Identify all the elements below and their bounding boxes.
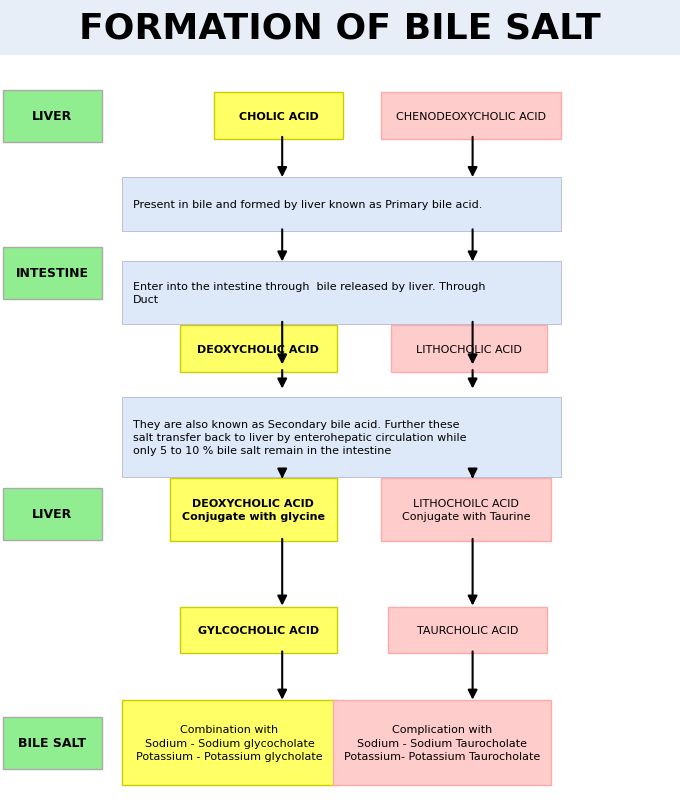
Text: LIVER: LIVER bbox=[32, 507, 73, 520]
Text: LIVER: LIVER bbox=[32, 110, 73, 123]
FancyBboxPatch shape bbox=[3, 91, 102, 143]
Text: BILE SALT: BILE SALT bbox=[18, 736, 86, 749]
Text: CHOLIC ACID: CHOLIC ACID bbox=[239, 112, 319, 121]
Text: FORMATION OF BILE SALT: FORMATION OF BILE SALT bbox=[79, 11, 601, 45]
FancyBboxPatch shape bbox=[170, 479, 337, 541]
FancyBboxPatch shape bbox=[122, 262, 561, 324]
FancyBboxPatch shape bbox=[180, 326, 337, 373]
FancyBboxPatch shape bbox=[391, 326, 547, 373]
Text: DEOXYCHOLIC ACID: DEOXYCHOLIC ACID bbox=[197, 344, 320, 354]
FancyBboxPatch shape bbox=[381, 479, 551, 541]
Text: LITHOCHOILC ACID
Conjugate with Taurine: LITHOCHOILC ACID Conjugate with Taurine bbox=[402, 499, 530, 521]
Text: Enter into the intestine through  bile released by liver. Through
Duct: Enter into the intestine through bile re… bbox=[133, 282, 485, 304]
Text: GYLCOCHOLIC ACID: GYLCOCHOLIC ACID bbox=[198, 626, 319, 635]
FancyBboxPatch shape bbox=[122, 177, 561, 232]
FancyBboxPatch shape bbox=[122, 700, 337, 785]
FancyBboxPatch shape bbox=[3, 488, 102, 540]
Text: LITHOCHOLIC ACID: LITHOCHOLIC ACID bbox=[416, 344, 522, 354]
Text: Present in bile and formed by liver known as Primary bile acid.: Present in bile and formed by liver know… bbox=[133, 200, 482, 210]
Text: CHENODEOXYCHOLIC ACID: CHENODEOXYCHOLIC ACID bbox=[396, 112, 546, 121]
FancyBboxPatch shape bbox=[3, 717, 102, 769]
Text: Combination with
Sodium - Sodium glycocholate
Potassium - Potassium glycholate: Combination with Sodium - Sodium glycoch… bbox=[136, 724, 323, 761]
Text: They are also known as Secondary bile acid. Further these
salt transfer back to : They are also known as Secondary bile ac… bbox=[133, 419, 466, 456]
Text: INTESTINE: INTESTINE bbox=[16, 267, 89, 279]
FancyBboxPatch shape bbox=[180, 607, 337, 654]
FancyBboxPatch shape bbox=[214, 93, 343, 140]
FancyBboxPatch shape bbox=[3, 247, 102, 300]
FancyBboxPatch shape bbox=[388, 607, 547, 654]
FancyBboxPatch shape bbox=[333, 700, 551, 785]
Text: DEOXYCHOLIC ACID
Conjugate with glycine: DEOXYCHOLIC ACID Conjugate with glycine bbox=[182, 499, 325, 521]
Text: Complication with
Sodium - Sodium Taurocholate
Potassium- Potassium Taurocholate: Complication with Sodium - Sodium Tauroc… bbox=[344, 724, 540, 761]
FancyBboxPatch shape bbox=[381, 93, 561, 140]
FancyBboxPatch shape bbox=[122, 397, 561, 478]
FancyBboxPatch shape bbox=[0, 0, 680, 56]
Text: TAURCHOLIC ACID: TAURCHOLIC ACID bbox=[417, 626, 518, 635]
